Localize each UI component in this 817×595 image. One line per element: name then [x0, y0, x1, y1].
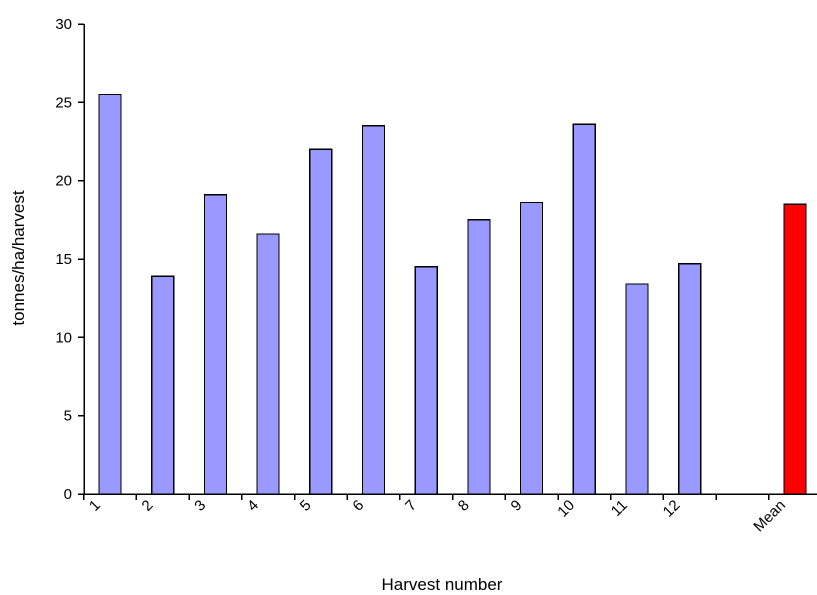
x-tick-label: 7: [402, 497, 420, 515]
x-tick-label: 3: [191, 497, 209, 515]
bar-11: [625, 283, 649, 495]
y-tick-label: 25: [55, 94, 72, 111]
y-tick-label: 30: [55, 16, 72, 33]
bar-12: [678, 263, 702, 495]
bar-2: [151, 275, 175, 495]
bar-4: [256, 233, 280, 495]
bar-3: [203, 194, 227, 495]
x-tick-label: 12: [660, 497, 684, 521]
y-tick-label: 5: [64, 408, 72, 425]
x-axis-title: Harvest number: [382, 575, 503, 594]
x-tick-label: 4: [244, 497, 262, 515]
y-tick-label: 10: [55, 329, 72, 346]
y-axis: 0 5 10 15 20 25 30: [55, 16, 85, 503]
bars-group: [98, 93, 807, 495]
bar-7: [414, 266, 438, 495]
bar-9: [519, 202, 544, 495]
x-tick-label: 2: [139, 497, 157, 515]
bar-5: [309, 148, 333, 495]
x-tick-label: 8: [455, 497, 473, 515]
bar-1: [98, 93, 122, 495]
x-tick-label: 5: [297, 497, 315, 515]
bar-8: [467, 219, 491, 495]
x-tick-label: 11: [608, 497, 631, 520]
bar-10: [572, 123, 596, 495]
bar-6: [361, 125, 386, 495]
x-tick-label: Mean: [750, 497, 789, 536]
x-tick-label: 10: [554, 497, 578, 521]
x-tick-label: 6: [349, 497, 367, 515]
x-axis: 1 2 3 4 5 6 7 8 9 10 11 12 Mean: [82, 493, 817, 536]
y-tick-label: 15: [55, 251, 72, 268]
bar-mean: [783, 203, 807, 495]
y-tick-label: 0: [64, 486, 72, 503]
y-tick-label: 20: [55, 173, 72, 190]
x-tick-label: 9: [508, 497, 526, 515]
y-axis-title: tonnes/ha/harvest: [9, 190, 28, 325]
x-tick-label: 1: [86, 497, 104, 515]
